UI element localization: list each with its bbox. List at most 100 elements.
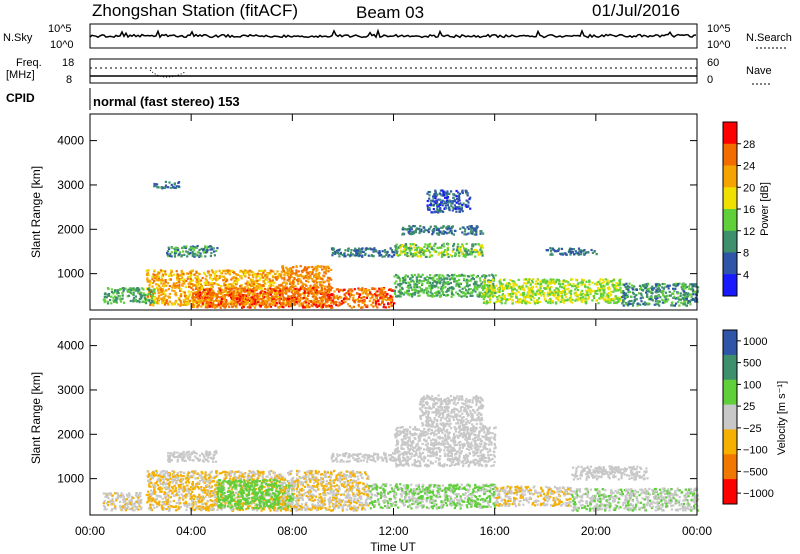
data-cell (485, 302, 488, 305)
data-cell (536, 290, 539, 293)
data-cell (213, 250, 216, 253)
data-cell (195, 286, 198, 289)
data-cell (664, 298, 667, 301)
data-cell (290, 281, 293, 284)
data-cell (433, 244, 436, 247)
data-cell (418, 290, 421, 293)
colorbar-tick-label: 12 (743, 226, 755, 238)
data-cell (606, 300, 609, 303)
data-cell (154, 498, 157, 501)
data-cell (596, 292, 599, 295)
data-cell (290, 295, 293, 298)
data-cell (326, 279, 329, 282)
data-cell (237, 287, 240, 290)
data-cell (184, 246, 187, 250)
data-cell (394, 245, 397, 248)
data-cell (341, 254, 344, 257)
data-cell (455, 275, 459, 278)
data-cell (529, 297, 532, 300)
data-cell (186, 295, 189, 298)
data-cell (118, 295, 121, 298)
data-cell (351, 253, 354, 256)
data-cell (661, 298, 664, 301)
data-cell (600, 287, 603, 290)
data-cell (288, 278, 291, 281)
data-cell (419, 290, 422, 293)
data-cell (684, 295, 687, 298)
data-cell (527, 296, 530, 299)
data-cell (456, 206, 459, 209)
data-cell (447, 282, 450, 285)
data-cell (504, 302, 507, 305)
data-cell (591, 251, 594, 254)
data-cell (255, 281, 258, 284)
data-cell (503, 297, 506, 300)
data-cell (289, 297, 292, 300)
data-cell (467, 201, 470, 204)
data-cell (122, 290, 125, 293)
data-cell (378, 287, 381, 290)
data-cell (460, 273, 463, 276)
data-cell (679, 298, 682, 301)
data-cell (551, 281, 554, 284)
data-cell (264, 295, 267, 298)
data-cell (302, 283, 305, 286)
data-cell (350, 293, 353, 296)
data-cell (556, 291, 559, 294)
data-cell (492, 276, 495, 280)
data-cell (587, 296, 590, 300)
data-cell (324, 268, 328, 271)
data-cell (546, 249, 549, 252)
data-cell (466, 251, 469, 254)
data-cell (356, 253, 359, 257)
data-cell (501, 284, 504, 288)
data-cell (289, 281, 292, 284)
data-cell (228, 271, 231, 274)
data-cell (464, 255, 467, 258)
data-cell (622, 292, 625, 295)
data-cell (381, 299, 384, 302)
data-cell (456, 292, 460, 296)
data-cell (386, 252, 389, 255)
data-cell (259, 294, 262, 297)
data-cell (373, 248, 376, 251)
data-cell (309, 276, 312, 280)
data-cell (480, 295, 483, 298)
data-cell (451, 250, 454, 253)
data-cell (628, 282, 631, 285)
data-cell (469, 250, 472, 254)
data-cell (488, 274, 491, 277)
data-cell (283, 277, 286, 280)
data-cell (672, 287, 675, 290)
data-cell (616, 282, 619, 285)
data-cell (507, 287, 510, 290)
data-cell (295, 271, 298, 274)
data-cell (185, 272, 189, 275)
data-cell (471, 226, 474, 230)
data-cell (537, 293, 540, 296)
data-cell (442, 250, 445, 254)
data-cell (269, 287, 272, 290)
data-cell (214, 270, 217, 273)
data-cell (320, 284, 323, 287)
data-cell (213, 275, 217, 278)
data-cell (207, 271, 210, 274)
data-cell (479, 232, 482, 235)
data-cell (556, 297, 559, 300)
data-cell (603, 297, 606, 300)
data-cell (176, 508, 179, 512)
data-cell (276, 295, 279, 299)
data-cell (189, 272, 192, 275)
data-cell (602, 290, 605, 293)
data-cell (154, 184, 157, 187)
data-cell (245, 296, 248, 299)
data-cell (212, 493, 215, 496)
data-cell (624, 294, 627, 297)
data-cell (613, 298, 616, 301)
data-cell (374, 304, 377, 307)
data-cell (439, 189, 442, 192)
data-cell (518, 301, 521, 304)
data-cell (446, 190, 449, 193)
data-cell (465, 233, 468, 236)
